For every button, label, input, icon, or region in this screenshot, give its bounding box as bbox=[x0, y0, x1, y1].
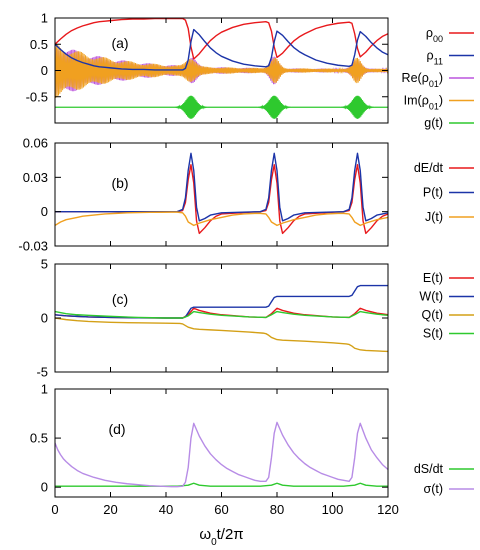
y-tick-label: -0.03 bbox=[18, 239, 48, 254]
y-tick-label: 5 bbox=[41, 257, 48, 272]
series-line bbox=[55, 95, 388, 119]
panel-3: 5 0 -5 (c) E(t) W(t) Q(t) S(t) bbox=[36, 257, 474, 380]
legend-label: P(t) bbox=[423, 186, 443, 200]
series-group bbox=[55, 284, 388, 353]
x-tick-label: 20 bbox=[103, 502, 117, 517]
x-tick-label: 40 bbox=[159, 502, 173, 517]
legend-label: ρ00 bbox=[426, 26, 443, 44]
y-tick-label: 0 bbox=[41, 480, 48, 495]
series-line bbox=[55, 310, 388, 319]
series-line bbox=[55, 42, 388, 98]
x-tick-label: 60 bbox=[214, 502, 228, 517]
legend-label: E(t) bbox=[423, 271, 443, 285]
legend: ρ00 ρ11 Re(ρ01) Im(ρ01) g(t) bbox=[402, 26, 474, 130]
legend-label: ρ11 bbox=[427, 49, 443, 67]
x-tick-label: 80 bbox=[270, 502, 284, 517]
y-tick-label: 0 bbox=[41, 311, 48, 326]
y-tick-label: 0.5 bbox=[30, 431, 48, 446]
series-group bbox=[55, 18, 388, 71]
x-tick-label: 0 bbox=[51, 502, 58, 517]
legend-label: dS/dt bbox=[414, 462, 444, 476]
y-tick-label: 1 bbox=[41, 11, 48, 26]
x-tick-label: 100 bbox=[322, 502, 344, 517]
y-tick-label: 1 bbox=[41, 382, 48, 397]
legend-label: Q(t) bbox=[421, 308, 443, 322]
legend-label: W(t) bbox=[419, 290, 443, 304]
panel-1: 1 0.5 0 -0.5 (a) ρ00 ρ11 Re(ρ01) Im(ρ01) g(t) bbox=[26, 11, 474, 130]
panel-4: 1 0.5 00 20 40 60 80 100 120 ω0t/2π (d) dS/dt σ(t) bbox=[30, 382, 474, 548]
plot-frame bbox=[54, 142, 389, 247]
y-tick-label: -5 bbox=[36, 365, 48, 380]
legend-label: S(t) bbox=[423, 327, 443, 341]
legend-label: J(t) bbox=[425, 210, 443, 224]
panel-label: (b) bbox=[111, 175, 128, 191]
panel-2: 0.06 0.03 0 -0.03 (b) dE/dt P(t) J(t) bbox=[18, 136, 474, 254]
legend-label: Im(ρ01) bbox=[404, 94, 443, 112]
legend-label: Re(ρ01) bbox=[402, 71, 443, 89]
x-axis-label: ω0t/2π bbox=[199, 526, 243, 548]
legend-label: g(t) bbox=[424, 116, 443, 130]
series-line bbox=[55, 28, 388, 71]
series-group bbox=[55, 421, 388, 488]
legend-label: dE/dt bbox=[414, 161, 444, 175]
series-line bbox=[55, 317, 388, 353]
y-tick-label: 0 bbox=[41, 204, 48, 219]
series-line bbox=[55, 421, 388, 488]
legend: dS/dt σ(t) bbox=[414, 462, 474, 496]
legend: dE/dt P(t) J(t) bbox=[414, 161, 474, 224]
series-group bbox=[55, 152, 388, 235]
legend: E(t) W(t) Q(t) S(t) bbox=[419, 271, 474, 341]
y-tick-label: -0.5 bbox=[26, 89, 48, 104]
y-tick-label: 0.5 bbox=[30, 37, 48, 52]
y-tick-label: 0.06 bbox=[23, 136, 48, 151]
legend-label: σ(t) bbox=[423, 482, 443, 496]
series-line bbox=[55, 164, 388, 235]
panel-label: (a) bbox=[111, 35, 128, 51]
series-line bbox=[55, 211, 388, 227]
y-tick-label: 0.03 bbox=[23, 170, 48, 185]
series-line bbox=[55, 482, 388, 487]
y-tick-label: 0 bbox=[41, 63, 48, 78]
series-line bbox=[55, 18, 388, 60]
x-tick-label: 120 bbox=[377, 502, 399, 517]
panel-label: (c) bbox=[112, 291, 128, 307]
series-line bbox=[55, 284, 388, 319]
series-line bbox=[55, 152, 388, 222]
oscillation-group bbox=[55, 42, 388, 119]
panel-label: (d) bbox=[108, 421, 125, 437]
